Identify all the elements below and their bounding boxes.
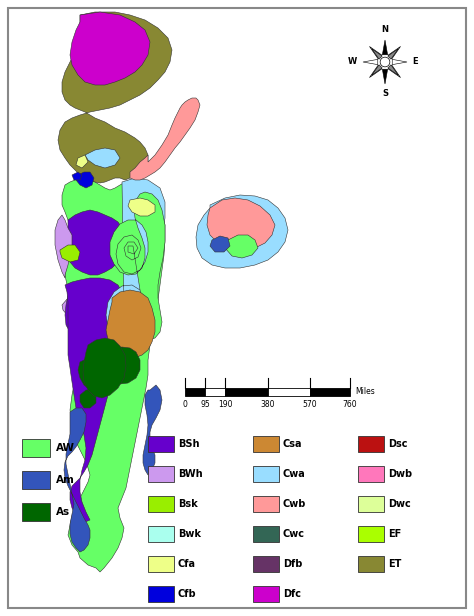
Text: W: W xyxy=(348,57,357,67)
Text: 380: 380 xyxy=(261,400,275,409)
Polygon shape xyxy=(392,59,407,65)
Bar xyxy=(253,586,279,602)
Polygon shape xyxy=(383,40,388,55)
Bar xyxy=(205,388,225,396)
Bar xyxy=(148,466,174,482)
Text: As: As xyxy=(56,507,70,517)
Polygon shape xyxy=(65,210,125,275)
Polygon shape xyxy=(225,235,258,258)
Bar xyxy=(253,556,279,572)
Polygon shape xyxy=(388,65,401,78)
Text: Cwc: Cwc xyxy=(283,529,305,539)
Text: Csa: Csa xyxy=(283,439,302,449)
Bar xyxy=(358,436,384,452)
Text: 95: 95 xyxy=(200,400,210,409)
Polygon shape xyxy=(369,46,382,59)
Polygon shape xyxy=(103,347,140,384)
Text: 570: 570 xyxy=(303,400,317,409)
Bar xyxy=(358,496,384,512)
Polygon shape xyxy=(64,408,90,552)
Polygon shape xyxy=(76,172,94,188)
Polygon shape xyxy=(372,49,382,59)
Bar xyxy=(358,556,384,572)
Polygon shape xyxy=(62,295,84,318)
Polygon shape xyxy=(70,12,150,85)
Polygon shape xyxy=(106,178,165,360)
Text: AW: AW xyxy=(56,443,75,453)
Text: Cfa: Cfa xyxy=(178,559,196,569)
Text: S: S xyxy=(382,89,388,99)
Bar xyxy=(148,526,174,542)
Text: Bsk: Bsk xyxy=(178,499,198,509)
Text: BWh: BWh xyxy=(178,469,202,479)
Polygon shape xyxy=(130,98,200,180)
Bar xyxy=(148,586,174,602)
Circle shape xyxy=(380,57,390,67)
Text: Dfc: Dfc xyxy=(283,589,301,599)
Bar xyxy=(253,526,279,542)
Bar xyxy=(358,526,384,542)
Polygon shape xyxy=(72,172,82,180)
Text: ET: ET xyxy=(388,559,401,569)
Text: E: E xyxy=(412,57,418,67)
Text: Cfb: Cfb xyxy=(178,589,197,599)
Bar xyxy=(358,466,384,482)
Text: Miles: Miles xyxy=(355,387,375,397)
Text: Bwk: Bwk xyxy=(178,529,201,539)
Text: Dwc: Dwc xyxy=(388,499,411,509)
Polygon shape xyxy=(65,280,125,345)
Polygon shape xyxy=(65,278,125,522)
Polygon shape xyxy=(78,352,114,392)
Polygon shape xyxy=(60,245,80,262)
Polygon shape xyxy=(106,290,155,358)
Polygon shape xyxy=(372,65,382,75)
Text: 0: 0 xyxy=(182,400,187,409)
Bar xyxy=(253,436,279,452)
Text: N: N xyxy=(382,25,389,34)
Polygon shape xyxy=(363,59,378,65)
Text: Dfb: Dfb xyxy=(283,559,302,569)
Polygon shape xyxy=(210,236,230,252)
Text: BSh: BSh xyxy=(178,439,200,449)
Polygon shape xyxy=(110,192,165,340)
Polygon shape xyxy=(62,178,165,572)
Polygon shape xyxy=(55,215,72,278)
Polygon shape xyxy=(388,49,398,59)
Bar xyxy=(310,388,350,396)
Polygon shape xyxy=(388,65,398,75)
Bar xyxy=(148,436,174,452)
Polygon shape xyxy=(80,390,96,408)
Polygon shape xyxy=(369,65,382,78)
Bar xyxy=(148,556,174,572)
Text: 190: 190 xyxy=(218,400,232,409)
Polygon shape xyxy=(383,69,388,84)
Text: 760: 760 xyxy=(343,400,357,409)
Bar xyxy=(253,496,279,512)
Polygon shape xyxy=(83,338,126,398)
Polygon shape xyxy=(58,12,172,183)
Polygon shape xyxy=(196,195,288,268)
Bar xyxy=(22,439,50,457)
Polygon shape xyxy=(76,155,88,168)
Bar xyxy=(22,471,50,489)
Text: Cwa: Cwa xyxy=(283,469,306,479)
Text: EF: EF xyxy=(388,529,401,539)
Text: Dsc: Dsc xyxy=(388,439,408,449)
Bar xyxy=(253,466,279,482)
Bar xyxy=(225,388,268,396)
Polygon shape xyxy=(85,148,120,168)
Polygon shape xyxy=(207,198,275,250)
Text: Cwb: Cwb xyxy=(283,499,306,509)
Bar xyxy=(268,388,310,396)
Bar xyxy=(148,496,174,512)
Bar xyxy=(22,503,50,521)
Text: Dwb: Dwb xyxy=(388,469,412,479)
Polygon shape xyxy=(388,46,401,59)
Text: Am: Am xyxy=(56,475,75,485)
Bar xyxy=(185,388,205,396)
Polygon shape xyxy=(128,198,155,216)
Polygon shape xyxy=(143,385,162,475)
